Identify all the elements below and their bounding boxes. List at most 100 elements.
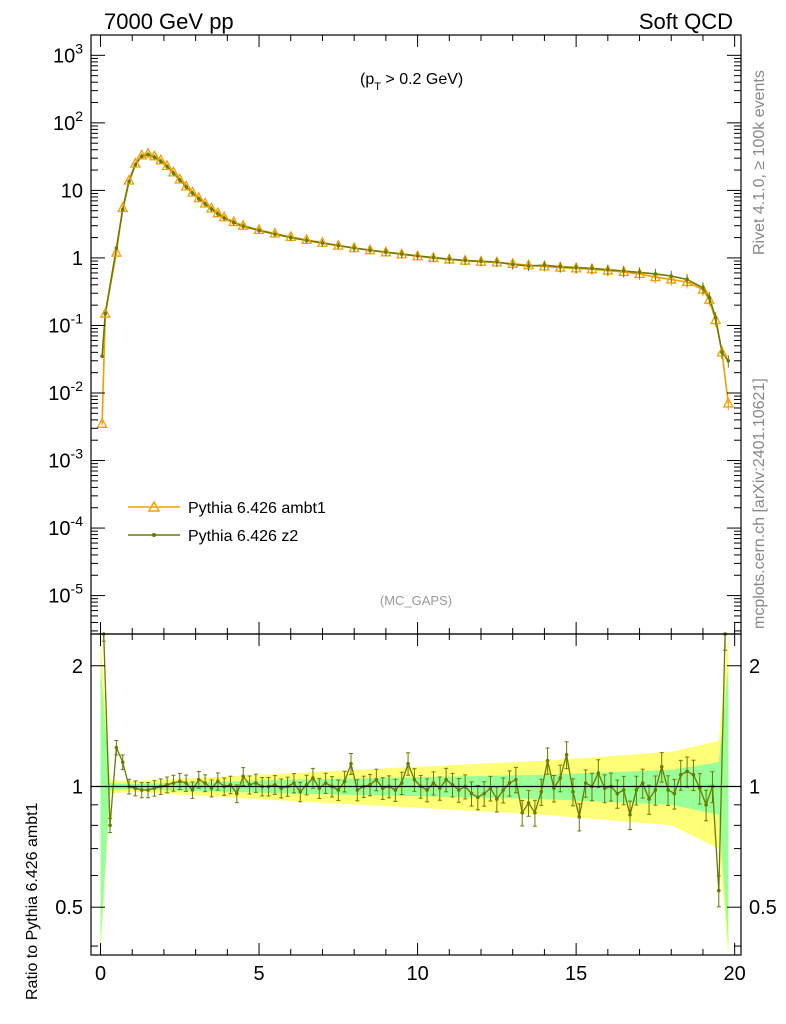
data-point-ambt1 [649,270,661,282]
ratio-point-z2 [526,801,531,805]
data-point-ambt1 [96,417,108,428]
data-point-z2 [120,207,125,212]
ratio-point-z2 [355,788,360,792]
data-point-z2 [209,207,214,211]
x-tick-label: 10 [406,963,428,985]
ratio-point-z2 [571,789,575,794]
ratio-point-z2 [507,781,512,785]
data-point-ambt1 [228,215,240,227]
ratio-point-z2 [209,786,214,791]
ratio-point-z2 [577,815,582,819]
ratio-point-z2 [336,788,341,792]
data-point-z2 [165,164,169,169]
data-point-z2 [203,202,207,206]
ratio-point-z2 [171,781,176,785]
ratio-point-z2 [120,760,125,764]
data-point-z2 [304,238,309,243]
data-point-z2 [701,286,705,290]
data-point-z2 [273,232,277,236]
ratio-point-z2 [685,769,689,774]
ratio-point-z2 [368,782,372,787]
data-point-z2 [222,216,226,220]
ratio-point-z2 [247,782,252,787]
ratio-point-z2 [349,761,353,766]
data-point-z2 [158,159,163,164]
ratio-point-z2 [596,771,601,775]
watermark: (MC_GAPS) [380,593,452,608]
data-point-z2 [685,277,689,282]
data-point-ambt1 [180,179,192,191]
x-tick-label: 5 [253,963,264,985]
ratio-point-z2 [342,779,347,784]
data-point-z2 [669,274,674,278]
side-site: mcplots.cern.ch [arXiv:2401.10621] [751,378,768,629]
ratio-point-z2 [273,782,277,787]
data-point-z2 [510,262,515,267]
legend-marker-ambt1 [147,500,161,512]
ratio-point-z2 [152,786,157,791]
x-tick-label: 20 [724,963,746,985]
y-tick-label: 10-1 [48,310,83,337]
data-point-z2 [399,252,404,256]
ratio-point-z2 [704,803,708,807]
data-point-ambt1 [199,197,211,208]
ratio-point-z2 [450,782,455,787]
data-point-z2 [415,254,420,258]
ratio-point-z2 [621,788,626,792]
ratio-point-z2 [197,777,201,782]
x-tick-label: 15 [565,963,587,985]
ratio-point-z2 [380,786,385,791]
ratio-point-z2 [647,797,651,801]
data-point-z2 [558,264,563,269]
data-point-z2 [197,197,201,201]
ratio-point-z2 [311,776,315,780]
left-title: 7000 GeV pp [104,9,234,34]
ratio-point-z2 [469,791,474,796]
ratio-point-z2 [444,777,448,782]
data-point-ambt1 [136,148,148,160]
x-tick-label: 0 [95,963,106,985]
ratio-point-z2 [437,786,442,791]
data-point-z2 [479,259,483,264]
ratio-point-z2 [133,786,138,791]
ratio-point-z2 [583,781,588,785]
legend-label-z2: Pythia 6.426 z2 [188,528,298,545]
ratio-point-z2 [203,781,207,785]
data-point-z2 [177,178,182,182]
data-point-z2 [713,315,718,320]
data-point-ambt1 [110,246,122,257]
data-point-z2 [231,220,236,225]
ratio-point-z2 [399,781,404,785]
ratio-point-z2 [564,752,569,757]
data-point-z2 [352,246,356,250]
ratio-point-z2 [241,774,245,779]
ratio-point-z2 [228,782,233,787]
y-tick-label: 102 [53,108,83,135]
cut-label: (pT > 0.2 GeV) [360,71,463,93]
ratio-point-z2 [184,781,188,785]
data-point-z2 [720,350,724,355]
ratio-point-z2 [672,791,677,796]
data-point-z2 [171,171,176,175]
ratio-point-z2 [539,789,544,794]
ratio-point-z2 [482,791,486,796]
ratio-point-z2 [304,782,309,787]
ratio-point-z2 [412,777,417,782]
data-point-z2 [152,155,157,160]
ratio-point-z2 [640,781,645,785]
data-point-ambt1 [167,165,180,177]
data-point-z2 [100,354,104,359]
ratio-point-z2 [108,823,112,828]
ratio-point-z2 [177,779,182,784]
side-version: Rivet 4.1.0, ≥ 100k events [751,70,768,255]
ratio-point-z2 [666,788,670,792]
ratio-point-z2 [691,772,696,777]
data-point-z2 [139,154,144,159]
ratio-point-z2 [615,791,620,796]
ratio-y-tick-label-right: 0.5 [749,897,777,919]
ratio-point-z2 [697,786,702,791]
data-point-z2 [574,265,578,270]
data-point-ambt1 [212,206,224,218]
data-point-z2 [216,212,220,216]
